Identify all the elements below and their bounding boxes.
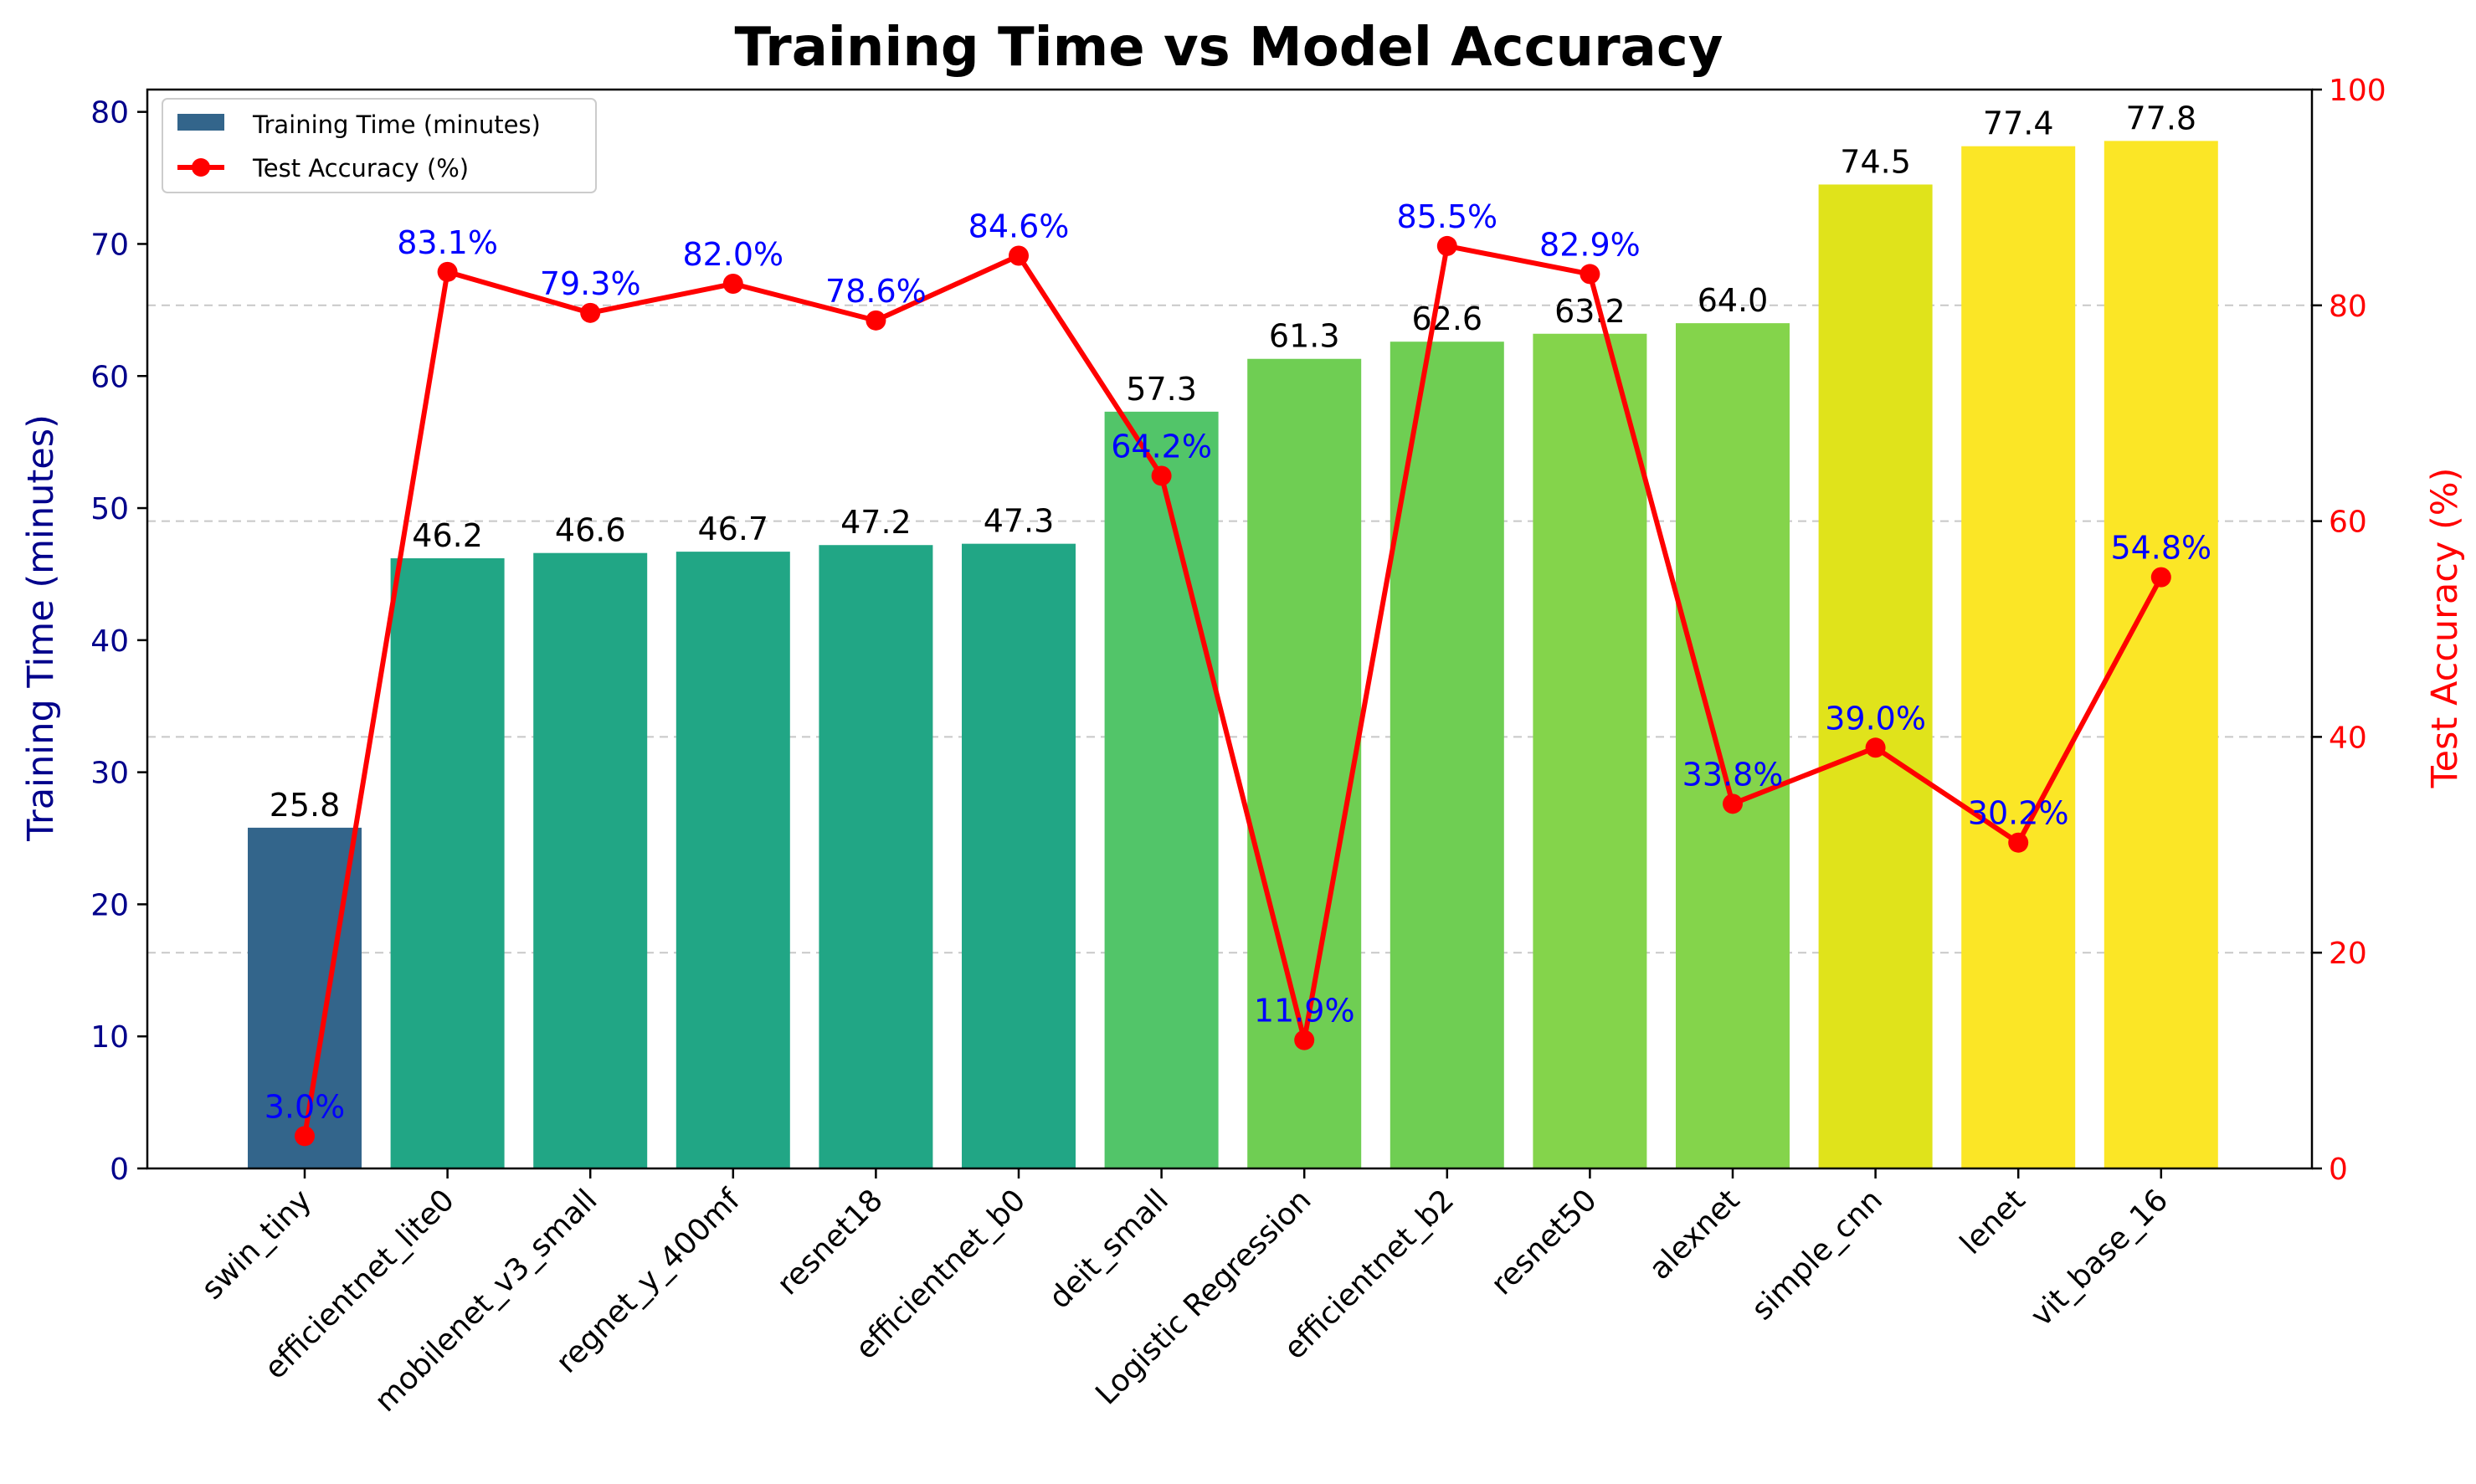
- bars: [248, 141, 2218, 1169]
- bar-value-label: 62.6: [1411, 300, 1482, 337]
- accuracy-value-label: 84.6%: [968, 208, 1070, 245]
- bar-value-label: 47.2: [840, 504, 912, 541]
- bar-lenet: [1961, 146, 2076, 1168]
- chart-title: Training Time vs Model Accuracy: [735, 17, 1723, 79]
- bar-resnet50: [1533, 333, 1647, 1168]
- accuracy-marker: [1151, 465, 1172, 486]
- bar-value-label: 57.3: [1126, 371, 1197, 408]
- accuracy-value-label: 83.1%: [397, 224, 498, 261]
- accuracy-marker: [1723, 793, 1743, 814]
- bar-regnet_y_400mf: [676, 552, 790, 1168]
- accuracy-value-label: 33.8%: [1682, 756, 1784, 793]
- accuracy-marker: [1580, 264, 1600, 285]
- legend: Training Time (minutes) Test Accuracy (%…: [162, 98, 597, 193]
- right-tick-label: 20: [2329, 937, 2367, 971]
- legend-line-label: Test Accuracy (%): [252, 154, 469, 182]
- bar-swin_tiny: [248, 827, 362, 1168]
- left-tick-label: 70: [90, 228, 129, 262]
- accuracy-value-label: 82.0%: [682, 236, 783, 273]
- accuracy-marker: [1436, 235, 1457, 256]
- accuracy-value-label: 82.9%: [1539, 226, 1641, 263]
- bar-value-label: 46.6: [555, 512, 626, 549]
- accuracy-marker: [866, 310, 886, 331]
- legend-line-marker: [192, 158, 210, 177]
- accuracy-value-label: 79.3%: [540, 265, 641, 302]
- bar-value-label: 64.0: [1698, 282, 1769, 319]
- bar-value-label: 46.7: [697, 511, 768, 547]
- accuracy-line: [302, 243, 2164, 1137]
- left-tick-label: 10: [90, 1020, 129, 1055]
- accuracy-marker: [2150, 567, 2171, 588]
- accuracy-marker: [1294, 1030, 1315, 1050]
- accuracy-marker: [1009, 245, 1029, 266]
- accuracy-marker: [437, 261, 458, 282]
- bar-value-label: 74.5: [1840, 143, 1911, 180]
- accuracy-value-label: 78.6%: [825, 273, 927, 310]
- bar-value-label: 46.2: [412, 517, 483, 554]
- left-tick-label: 30: [90, 757, 129, 791]
- bar-simple_cnn: [1818, 184, 1933, 1169]
- bar-resnet18: [819, 545, 933, 1168]
- left-tick-label: 60: [90, 360, 129, 394]
- bar-efficientnet_b2: [1390, 341, 1504, 1169]
- legend-box: [162, 98, 597, 193]
- legend-bar-swatch: [177, 114, 224, 131]
- left-y-axis: 0 10 20 30 40 50 60 70 80: [90, 96, 147, 1187]
- bar-value-label: 63.2: [1554, 293, 1626, 330]
- accuracy-value-label: 39.0%: [1825, 700, 1926, 737]
- accuracy-marker: [295, 1126, 315, 1147]
- bar-value-label: 77.8: [2125, 100, 2196, 136]
- accuracy-marker: [722, 274, 743, 295]
- accuracy-value-label: 11.9%: [1254, 993, 1355, 1030]
- bar-value-label: 47.3: [984, 503, 1055, 540]
- y-axis-right-label: Test Accuracy (%): [2424, 468, 2466, 789]
- right-y-axis: 0 20 40 60 80 100: [2312, 74, 2386, 1187]
- right-tick-label: 40: [2329, 721, 2367, 755]
- bar-value-label: 77.4: [1983, 105, 2054, 142]
- legend-bar-label: Training Time (minutes): [252, 110, 541, 139]
- right-tick-label: 60: [2329, 506, 2367, 540]
- accuracy-value-label: 54.8%: [2110, 530, 2211, 567]
- accuracy-marker: [2008, 832, 2029, 853]
- accuracy-value-label: 3.0%: [265, 1088, 346, 1125]
- right-tick-label: 0: [2329, 1153, 2348, 1187]
- left-tick-label: 40: [90, 624, 129, 659]
- bar-value-label: 25.8: [270, 787, 341, 824]
- accuracy-marker: [1865, 737, 1886, 758]
- accuracy-value-label: 64.2%: [1111, 428, 1212, 465]
- bar-vit_base_16: [2104, 141, 2218, 1168]
- bar-efficientnet_b0: [962, 543, 1076, 1168]
- bar-efficientnet_lite0: [390, 558, 505, 1168]
- y-axis-left-label: Training Time (minutes): [20, 414, 62, 842]
- accuracy-value-labels: 3.0% 83.1% 79.3% 82.0% 78.6% 84.6% 64.2% 11.9% 8…: [265, 198, 2211, 1125]
- right-tick-label: 100: [2329, 74, 2386, 108]
- plot-border: [146, 88, 2314, 1170]
- accuracy-value-label: 30.2%: [1968, 795, 2069, 832]
- bar-alexnet: [1676, 323, 1790, 1168]
- left-tick-label: 0: [110, 1153, 129, 1187]
- bar-deit_small: [1104, 411, 1219, 1168]
- bar-mobilenet_v3_small: [533, 552, 648, 1168]
- left-tick-label: 20: [90, 888, 129, 922]
- accuracy-marker: [580, 302, 601, 323]
- plot-frame: [146, 88, 2314, 1170]
- bar-value-label: 61.3: [1269, 318, 1340, 355]
- left-tick-label: 80: [90, 96, 129, 131]
- accuracy-value-label: 85.5%: [1396, 198, 1497, 235]
- left-tick-label: 50: [90, 492, 129, 526]
- bar-value-labels: 25.8 46.2 46.6 46.7 47.2 47.3 57.3 61.3 62.6 63.2…: [270, 100, 2196, 824]
- accuracy-line-series: [295, 235, 2171, 1147]
- right-tick-label: 80: [2329, 290, 2367, 324]
